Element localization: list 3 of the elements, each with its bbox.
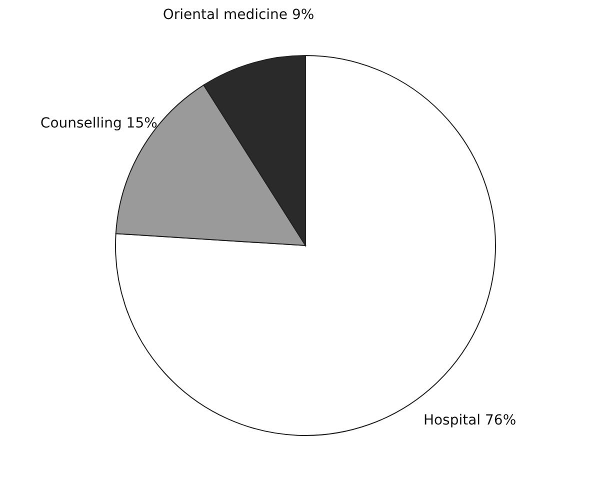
slice-label: Oriental medicine 9% <box>162 7 314 24</box>
slice-label: Counselling 15% <box>40 115 158 132</box>
slice-label: Hospital 76% <box>423 412 516 428</box>
